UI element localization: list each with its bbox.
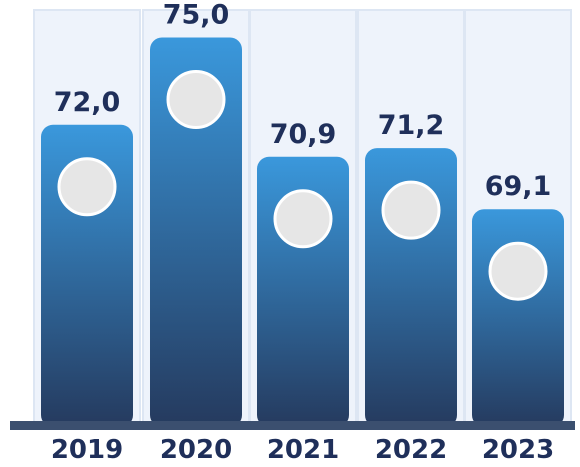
bar-marker-2021 — [273, 189, 333, 249]
baseline — [10, 421, 575, 430]
bar-marker-2022 — [381, 180, 441, 240]
value-label-2021: 70,9 — [270, 119, 337, 150]
bar-marker-2020 — [166, 70, 226, 129]
year-label-2021: 2021 — [267, 435, 339, 465]
year-label-2019: 2019 — [51, 435, 123, 465]
value-label-2020: 75,0 — [163, 0, 230, 31]
value-label-2023: 69,1 — [485, 171, 552, 202]
year-label-2023: 2023 — [482, 435, 554, 465]
year-label-2020: 2020 — [160, 435, 232, 465]
bar-marker-2019 — [57, 157, 117, 217]
year-labels: 2019 2020 2021 2022 2023 — [51, 435, 554, 465]
value-label-2019: 72,0 — [54, 87, 121, 118]
bar-marker-2023 — [488, 241, 548, 301]
value-labels: 72,0 75,0 70,9 71,2 69,1 — [54, 0, 552, 202]
bar-2020 — [150, 37, 242, 427]
value-label-2022: 71,2 — [378, 110, 445, 141]
year-label-2022: 2022 — [375, 435, 447, 465]
markers — [57, 70, 548, 301]
